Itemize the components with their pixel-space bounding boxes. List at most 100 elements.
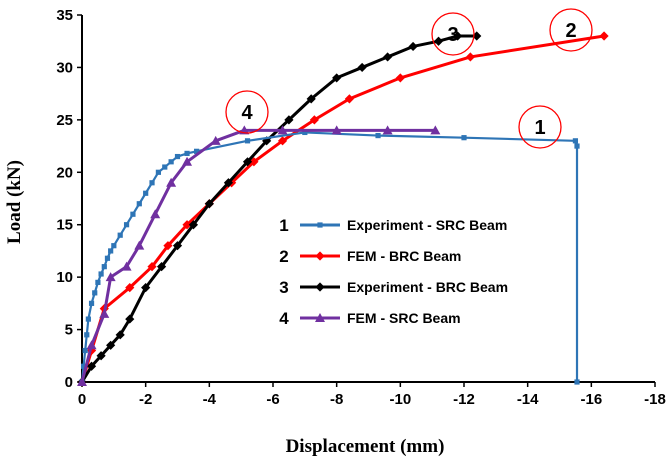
data-point xyxy=(155,169,161,175)
data-point xyxy=(309,115,319,125)
data-point xyxy=(306,94,316,104)
x-tick-label: -14 xyxy=(517,391,539,408)
data-point xyxy=(453,31,463,41)
legend-swatch-marker xyxy=(315,313,325,322)
data-point xyxy=(223,178,234,188)
data-point xyxy=(465,52,475,62)
data-point xyxy=(125,283,135,293)
data-point xyxy=(277,136,288,146)
data-point xyxy=(182,220,192,230)
legend-swatch-marker xyxy=(315,282,325,292)
data-point xyxy=(77,377,87,386)
x-tick-label: -6 xyxy=(266,391,279,408)
data-point xyxy=(84,332,90,338)
y-axis-title: Load (kN) xyxy=(4,160,25,244)
y-tick-label: 15 xyxy=(56,217,73,234)
data-point xyxy=(99,308,110,318)
data-point xyxy=(111,243,117,249)
annotation-label: 4 xyxy=(241,102,253,124)
y-tick-label: 5 xyxy=(65,322,73,339)
data-point xyxy=(143,190,149,196)
y-tick-label: 30 xyxy=(56,59,73,76)
data-point xyxy=(574,379,580,385)
legend-swatch-marker xyxy=(317,222,323,228)
series-line xyxy=(80,34,605,383)
annotation-3: 3 xyxy=(431,12,475,56)
legend-swatch-marker xyxy=(315,251,325,261)
data-point xyxy=(92,290,98,296)
data-point xyxy=(182,156,193,166)
data-point xyxy=(150,209,161,219)
data-point xyxy=(106,340,116,350)
data-point xyxy=(210,135,221,145)
data-point xyxy=(82,347,88,354)
data-point xyxy=(302,129,308,136)
data-point xyxy=(98,271,104,277)
data-point xyxy=(96,351,106,361)
data-point xyxy=(382,125,393,135)
data-point xyxy=(174,153,181,160)
series-1 xyxy=(79,129,580,385)
data-point xyxy=(130,211,136,217)
x-tick-label: -10 xyxy=(389,391,411,408)
annotation-label: 2 xyxy=(565,20,576,42)
legend-number: 1 xyxy=(279,216,288,235)
data-point xyxy=(262,136,272,146)
legend: 1 Experiment - SRC Beam 2 FEM - BRC Beam 3 Ex… xyxy=(279,216,508,328)
data-point xyxy=(147,262,157,272)
annotation-circle xyxy=(431,12,475,56)
annotation-label: 3 xyxy=(447,24,458,46)
legend-label: FEM - SRC Beam xyxy=(347,310,461,326)
data-point xyxy=(141,283,151,293)
data-point xyxy=(156,262,167,272)
legend-item-3: 3 Experiment - BRC Beam xyxy=(279,278,508,297)
y-tick-label: 20 xyxy=(56,164,73,181)
y-tick-label: 10 xyxy=(56,269,73,286)
data-point xyxy=(188,220,199,230)
y-tick-label: 35 xyxy=(56,7,73,24)
data-point xyxy=(121,261,132,271)
annotation-4: 4 xyxy=(225,90,269,134)
axes: 0 -2 -4 -6 -8 -10 -12 -14 -16 -18 0 5 10 15 20 25 30 35 xyxy=(56,7,666,408)
data-point xyxy=(166,177,177,187)
y-tick-label: 25 xyxy=(56,112,73,129)
data-point xyxy=(599,31,609,41)
data-point xyxy=(134,240,145,250)
data-point xyxy=(204,199,214,209)
data-point xyxy=(277,125,288,135)
data-point xyxy=(395,73,405,83)
data-point xyxy=(168,159,174,165)
x-tick-label: -2 xyxy=(139,391,152,408)
x-tick-label: -12 xyxy=(453,391,475,408)
data-point xyxy=(105,272,116,282)
legend-number: 3 xyxy=(279,278,288,297)
series-3 xyxy=(77,31,482,387)
y-tick-label: 0 xyxy=(65,374,73,391)
data-point xyxy=(104,255,111,261)
annotation-circle xyxy=(225,90,269,134)
legend-item-4: 4 FEM - SRC Beam xyxy=(279,309,460,328)
data-point xyxy=(88,300,95,306)
legend-label: FEM - BRC Beam xyxy=(347,248,461,264)
data-point xyxy=(95,279,101,285)
data-point xyxy=(172,241,183,251)
data-point xyxy=(80,363,87,369)
data-point xyxy=(430,125,441,135)
data-point xyxy=(332,73,342,83)
data-point xyxy=(125,314,135,324)
data-point xyxy=(136,201,142,207)
legend-number: 2 xyxy=(279,247,288,266)
legend-item-1: 1 Experiment - SRC Beam xyxy=(279,216,507,235)
legend-label: Experiment - BRC Beam xyxy=(347,279,508,295)
data-point xyxy=(331,125,342,135)
data-point xyxy=(86,340,97,350)
data-point xyxy=(123,222,130,228)
data-point xyxy=(163,241,173,251)
data-point xyxy=(284,115,294,125)
data-point xyxy=(357,62,367,73)
x-tick-label: -16 xyxy=(580,391,602,408)
x-tick-label: 0 xyxy=(78,391,86,408)
x-tick-label: -4 xyxy=(203,391,217,408)
annotation-circle xyxy=(518,105,562,149)
data-point xyxy=(375,132,381,139)
